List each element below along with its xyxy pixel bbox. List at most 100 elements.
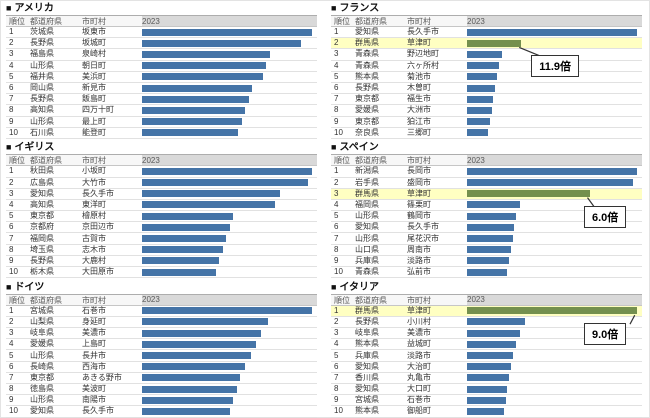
municipality-cell: 西海市: [82, 361, 106, 371]
country-panel: ■ ドイツ 順位 都道府県 市町村 2023 1 宮城県 石巻市 2 山梨県 身延町 3 岐阜県 美濃市 4 愛…: [0, 279, 325, 418]
table-row: 1 愛知県 長久手市: [331, 27, 642, 39]
municipality-cell: 坂城町: [82, 38, 106, 48]
municipality-cell: 美濃市: [407, 328, 431, 338]
value-bar: [467, 385, 508, 393]
value-bar: [467, 62, 499, 70]
bar-cell: [467, 362, 642, 372]
value-bar: [467, 352, 513, 359]
rank-cell: 5: [9, 350, 14, 360]
table-row: 4 熊本県 益城町: [331, 339, 642, 351]
bar-cell: [142, 222, 317, 232]
table-row: 5 福井県 美浜町: [6, 72, 317, 83]
rank-cell: 7: [9, 372, 14, 382]
year-column-header: 2023: [142, 294, 317, 305]
prefecture-cell: 石川県: [30, 127, 54, 137]
municipality-cell: 弘前市: [407, 267, 431, 277]
bar-cell: [467, 328, 642, 338]
rank-cell: 5: [9, 71, 14, 81]
municipality-column-header: 市町村: [82, 295, 106, 305]
bar-cell: [142, 306, 317, 316]
table-row: 4 福岡県 篠栗町: [331, 199, 642, 212]
prefecture-cell: 長野県: [355, 83, 379, 93]
table-row: 3 福島県 泉崎村: [6, 49, 317, 61]
prefecture-cell: 熊本県: [355, 71, 379, 81]
prefecture-cell: 山形県: [30, 60, 54, 70]
rank-cell: 1: [334, 305, 339, 315]
ratio-callout: 11.9倍: [531, 55, 580, 78]
rank-column-header: 順位: [9, 17, 25, 26]
prefecture-cell: 長野県: [30, 38, 54, 48]
value-bar: [142, 106, 246, 114]
bar-cell: [467, 306, 642, 316]
table-row: 8 山口県 周南市: [331, 245, 642, 256]
bar-cell: [467, 406, 642, 416]
prefecture-cell: 東京都: [355, 116, 379, 126]
panel-title: ■ アメリカ: [6, 2, 317, 14]
municipality-cell: 東洋町: [82, 199, 106, 209]
rank-cell: 6: [9, 222, 14, 232]
value-bar: [142, 39, 302, 47]
bar-cell: [142, 339, 317, 349]
rank-cell: 10: [334, 267, 343, 277]
municipality-cell: 朝日町: [82, 60, 106, 70]
municipality-cell: 長久手市: [82, 406, 114, 416]
municipality-cell: 新見市: [82, 83, 106, 93]
table-row: 10 愛知県 長久手市: [6, 406, 317, 418]
table-header-row: 順位 都道府県 市町村 2023: [6, 15, 317, 27]
municipality-cell: 美波町: [82, 384, 106, 394]
rank-cell: 5: [334, 71, 339, 81]
value-bar: [142, 118, 242, 126]
country-panel: ■ イタリア 順位 都道府県 市町村 2023 1 群馬県 草津町 2 長野県 小川村 3 岐阜県 美濃市 4…: [325, 279, 650, 418]
municipality-cell: 益城町: [407, 339, 431, 349]
panel-title: ■ イタリア: [331, 281, 642, 293]
bar-cell: [467, 128, 642, 138]
bar-cell: [142, 83, 317, 93]
table-row: 6 長野県 木曽町: [331, 83, 642, 95]
table-row: 2 群馬県 草津町: [331, 38, 642, 50]
value-bar: [467, 374, 509, 382]
value-bar: [142, 84, 253, 92]
prefecture-cell: 京都府: [30, 222, 54, 232]
rank-cell: 3: [334, 188, 339, 198]
table-row: 3 群馬県 草津町: [331, 188, 642, 200]
prefecture-column-header: 都道府県: [30, 295, 62, 305]
rank-cell: 4: [334, 199, 339, 209]
table-row: 5 山形県 長井市: [6, 350, 317, 362]
panel-title: ■ イギリス: [6, 141, 317, 153]
municipality-cell: 飯島町: [82, 94, 106, 104]
municipality-cell: 御船町: [407, 406, 431, 416]
table-row: 4 愛媛県 上島町: [6, 339, 317, 351]
municipality-cell: 六ヶ所村: [407, 60, 439, 70]
rank-cell: 9: [9, 395, 14, 405]
municipality-cell: 檜原村: [82, 211, 106, 221]
rank-cell: 10: [334, 127, 343, 137]
value-bar: [142, 73, 263, 81]
prefecture-cell: 広島県: [30, 177, 54, 187]
value-bar: [142, 223, 230, 231]
value-bar: [467, 318, 525, 326]
prefecture-cell: 岐阜県: [355, 328, 379, 338]
prefecture-cell: 山形県: [30, 116, 54, 126]
value-bar: [467, 329, 520, 337]
bar-cell: [467, 256, 642, 266]
bar-cell: [467, 117, 642, 127]
bar-cell: [142, 105, 317, 115]
municipality-cell: 大鹿村: [82, 255, 106, 265]
value-bar: [142, 190, 281, 198]
municipality-cell: 大洲市: [407, 105, 431, 115]
table-row: 1 秋田県 小坂町: [6, 166, 317, 178]
value-bar: [142, 28, 312, 36]
country-panel: ■ フランス 順位 都道府県 市町村 2023 1 愛知県 長久手市 2 群馬県 草津町 3 青森県 野辺地…: [325, 0, 650, 139]
value-bar: [467, 129, 488, 137]
prefecture-cell: 青森県: [355, 267, 379, 277]
panel-title-label: フランス: [339, 3, 380, 14]
bar-cell: [467, 27, 642, 37]
value-bar: [142, 50, 270, 58]
table-row: 7 東京都 あきる野市: [6, 373, 317, 384]
rank-cell: 7: [334, 233, 339, 243]
table-body: 1 宮城県 石巻市 2 山梨県 身延町 3 岐阜県 美濃市 4 愛媛県 上島町 5 山形県 長井市 6 長崎県 西…: [6, 306, 317, 418]
prefecture-cell: 茨城県: [30, 27, 54, 37]
panel-title: ■ スペイン: [331, 141, 642, 153]
prefecture-cell: 愛知県: [355, 384, 379, 394]
prefecture-cell: 福島県: [30, 49, 54, 59]
